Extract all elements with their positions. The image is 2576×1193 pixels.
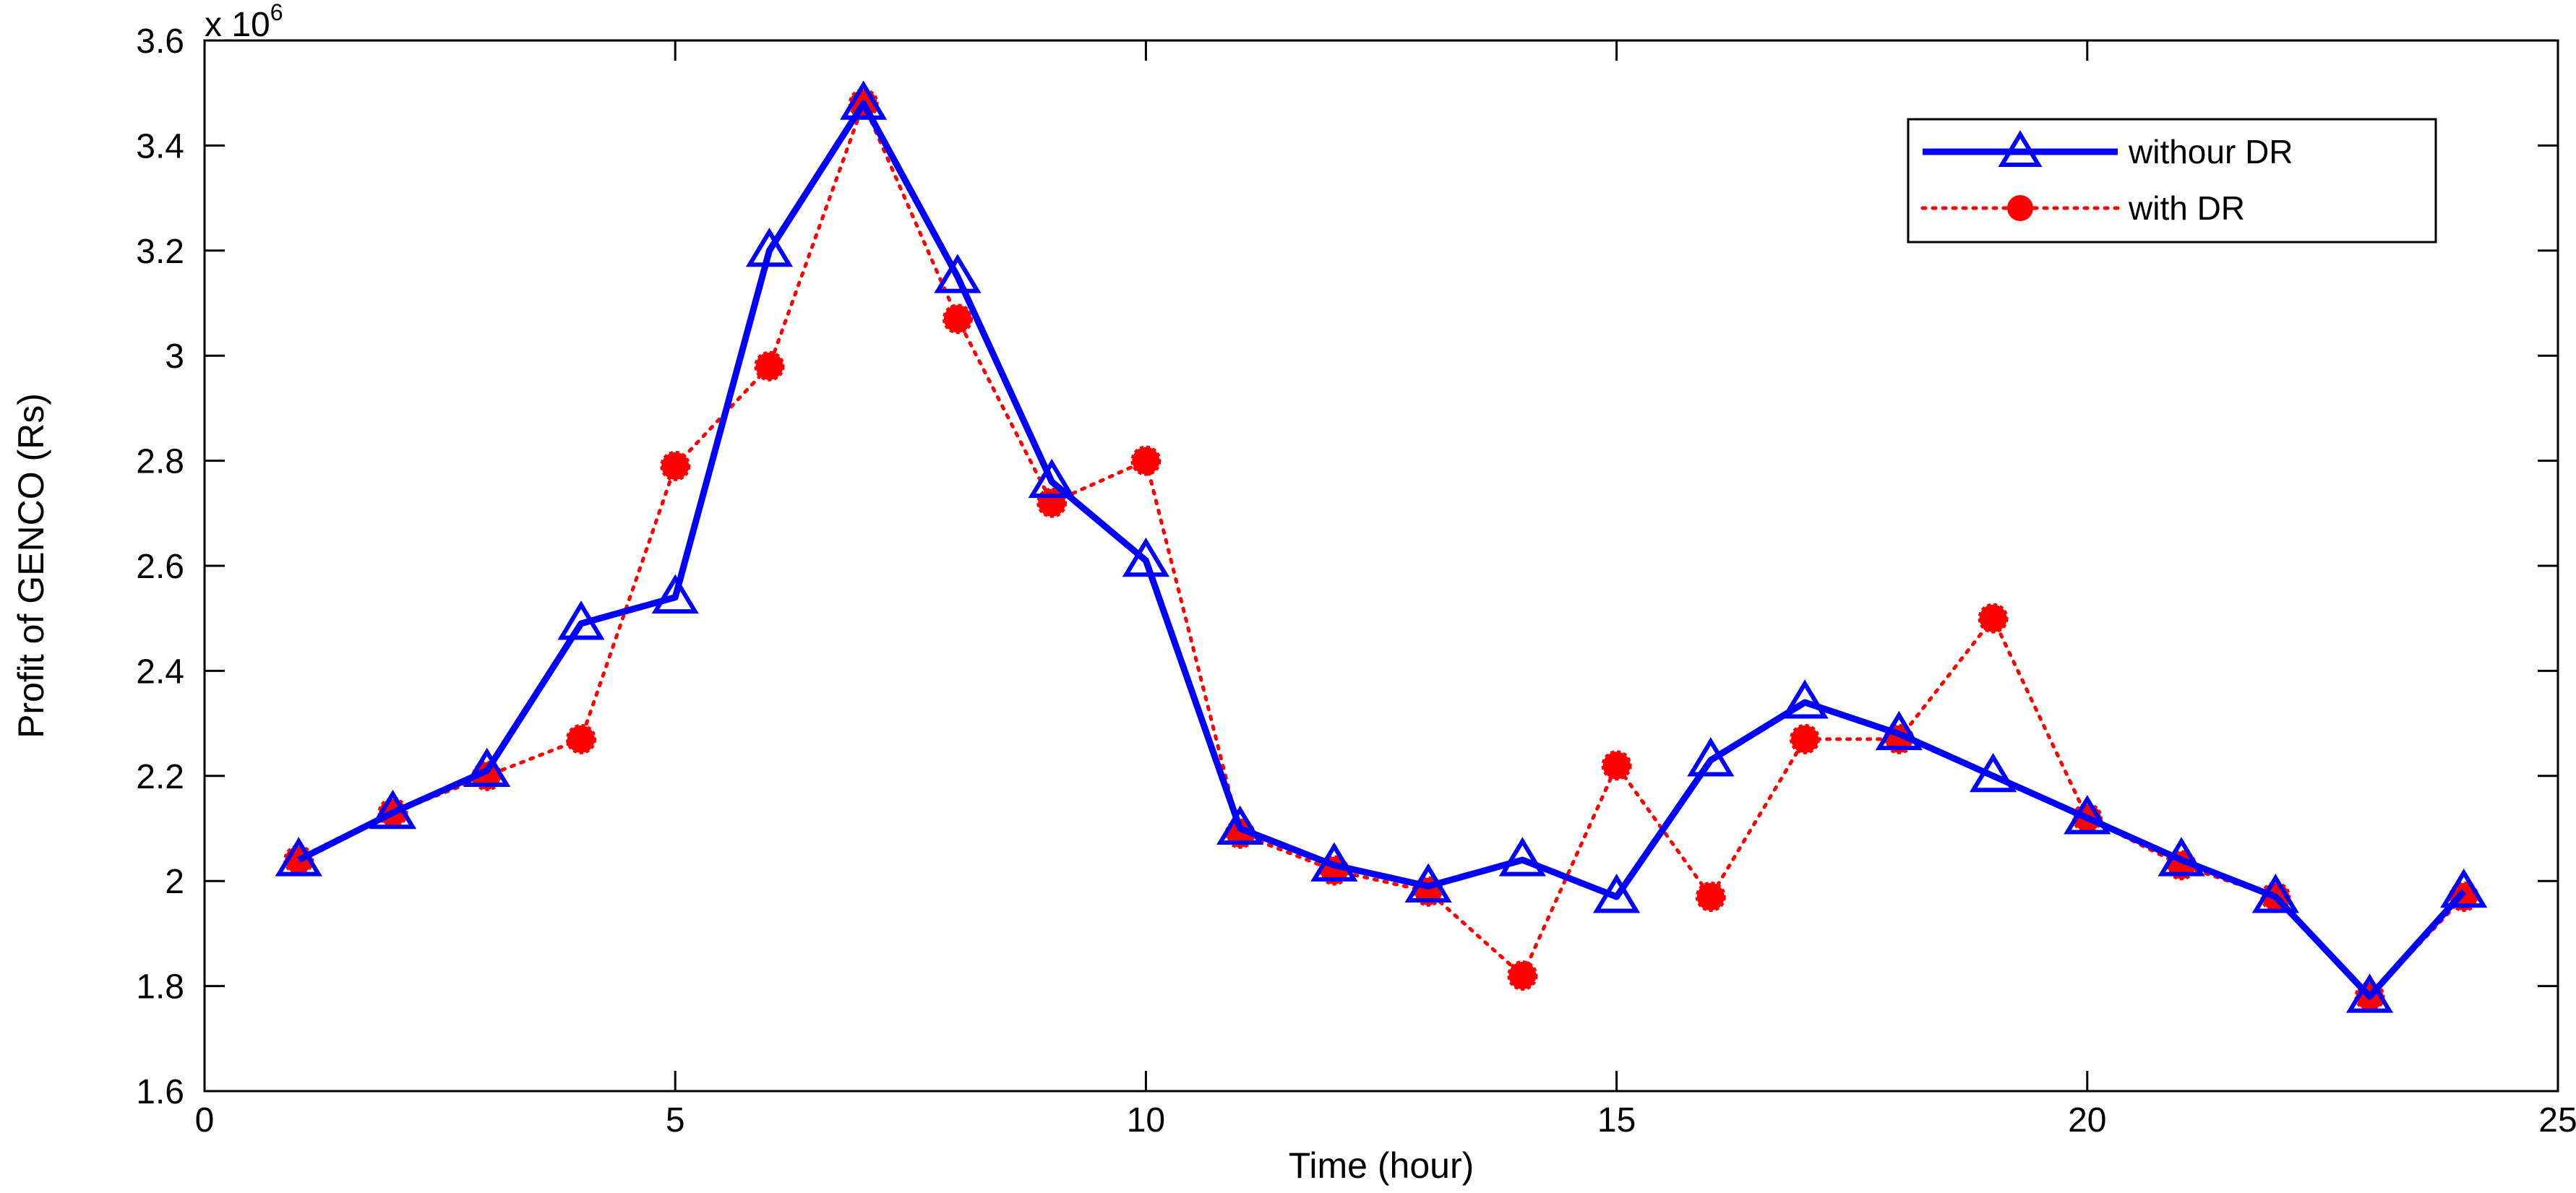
data-point xyxy=(745,227,794,267)
y-tick-label: 1.6 xyxy=(136,1073,184,1111)
data-point xyxy=(1498,837,1546,877)
series-0 xyxy=(275,80,2488,1013)
data-point xyxy=(1593,874,1641,913)
y-axis-label: Profit of GENCO (Rs) xyxy=(11,393,51,738)
y-tick-label: 3.2 xyxy=(136,233,184,271)
data-point xyxy=(275,837,322,877)
data-point xyxy=(2064,795,2111,835)
data-point xyxy=(942,303,973,335)
data-point xyxy=(1969,752,2017,793)
y-tick-label: 2.4 xyxy=(136,653,184,691)
legend-marker xyxy=(1998,130,2043,167)
x-tick-label: 0 xyxy=(195,1101,215,1140)
data-point xyxy=(369,789,417,830)
data-point xyxy=(565,723,596,754)
series-layer xyxy=(275,80,2488,1013)
series-line xyxy=(296,98,2466,999)
data-point xyxy=(1695,882,1726,913)
data-point xyxy=(651,574,699,614)
data-point xyxy=(660,450,691,481)
data-point xyxy=(1404,863,1452,903)
data-point xyxy=(557,600,605,640)
data-point xyxy=(1781,679,1829,719)
legend-entry: withour DR xyxy=(1923,130,2293,171)
y-axis-multiplier: x 106 xyxy=(205,0,283,44)
data-point xyxy=(463,747,511,788)
y-tick-label: 3.4 xyxy=(136,127,184,165)
data-point xyxy=(2440,868,2488,908)
legend: withour DR with DR xyxy=(1907,118,2437,244)
x-tick-label: 20 xyxy=(2068,1101,2106,1140)
data-point xyxy=(1310,842,1358,882)
data-point xyxy=(1875,710,1923,751)
data-point xyxy=(1130,445,1162,476)
data-point xyxy=(1978,603,2009,634)
y-tick-label: 2.8 xyxy=(136,443,184,481)
x-tick-label: 10 xyxy=(1127,1101,1165,1140)
data-point xyxy=(2158,837,2205,877)
data-point xyxy=(1687,737,1735,777)
legend-label: with DR xyxy=(2128,189,2245,227)
legend-entry: with DR xyxy=(1920,189,2245,227)
data-point xyxy=(1507,960,1538,991)
data-point xyxy=(1122,537,1169,577)
y-multiplier-exponent: 6 xyxy=(270,0,283,25)
data-point xyxy=(840,80,888,120)
data-point xyxy=(754,350,785,382)
y-multiplier-base: x 10 xyxy=(205,6,270,44)
data-point xyxy=(1790,723,1821,754)
x-tick-label: 25 xyxy=(2538,1101,2576,1140)
data-point xyxy=(1216,805,1264,845)
legend-box xyxy=(1907,118,2437,244)
data-point xyxy=(934,254,982,293)
y-tick-label: 3 xyxy=(165,337,184,376)
axis-ticks: 0 5 10 15 20 25 1.6 1.8 2 2.2 2.4 2.6 2.8 3 3.2 3.4 3.6 xyxy=(136,22,2576,1140)
data-point xyxy=(2345,973,2394,1013)
x-tick-label: 15 xyxy=(1597,1101,1636,1140)
y-tick-label: 2.6 xyxy=(136,548,184,586)
y-tick-label: 2.2 xyxy=(136,758,184,796)
y-tick-label: 3.6 xyxy=(136,22,184,61)
data-point xyxy=(2251,874,2299,913)
x-tick-label: 5 xyxy=(666,1101,685,1140)
data-point xyxy=(1601,750,1632,781)
y-tick-label: 1.8 xyxy=(136,968,184,1007)
legend-label: withour DR xyxy=(2128,133,2293,171)
y-tick-label: 2 xyxy=(165,863,184,901)
x-axis-label: Time (hour) xyxy=(1289,1145,1474,1186)
data-point xyxy=(1028,458,1076,499)
legend-marker xyxy=(2007,195,2033,221)
